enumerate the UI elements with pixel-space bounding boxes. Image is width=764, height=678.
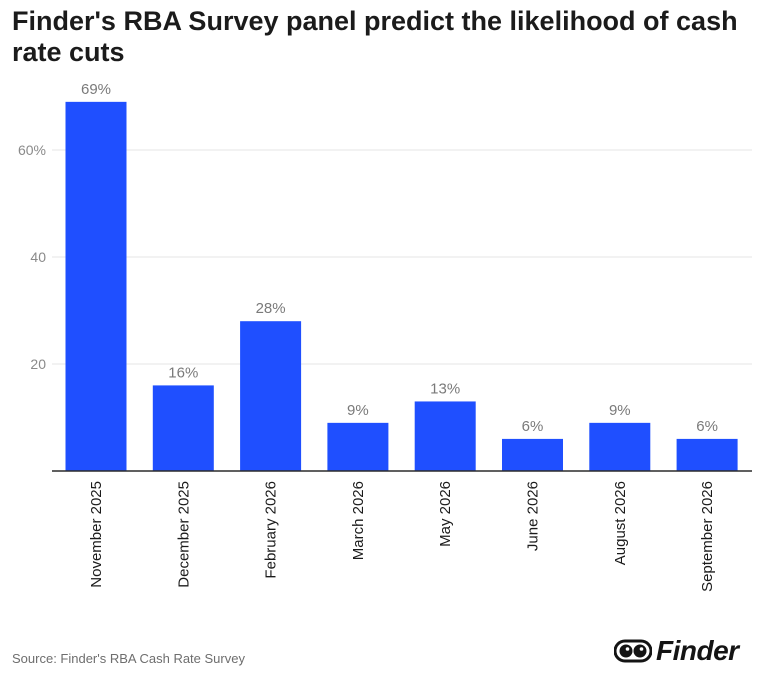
bar — [65, 101, 127, 471]
y-tick-label: 60% — [18, 142, 46, 158]
data-label: 9% — [347, 402, 369, 419]
data-label: 6% — [696, 418, 718, 435]
x-tick-label: September 2026 — [699, 481, 716, 592]
x-tick-label: May 2026 — [437, 481, 454, 547]
bar — [414, 401, 476, 471]
x-tick-label: February 2026 — [263, 481, 280, 579]
x-tick-label: August 2026 — [612, 481, 629, 565]
x-tick-label: June 2026 — [525, 481, 542, 551]
gridlines — [52, 149, 752, 365]
x-tick-label: December 2025 — [175, 481, 192, 588]
eyes-icon — [614, 639, 652, 663]
x-tick-label: November 2025 — [88, 481, 105, 588]
bar — [676, 438, 738, 471]
y-tick-label: 20 — [30, 356, 46, 372]
bar — [240, 321, 302, 471]
data-label: 13% — [430, 380, 460, 397]
y-axis-ticks: 20 40 60% — [18, 142, 46, 372]
bar — [502, 438, 563, 471]
data-label: 6% — [522, 418, 544, 435]
bars — [65, 101, 738, 471]
source-note: Source: Finder's RBA Cash Rate Survey — [12, 651, 245, 666]
logo-wordmark: Finder — [656, 635, 739, 666]
y-tick-label: 40 — [30, 249, 46, 265]
data-labels: 69% 16% 28% 9% 13% 6% 9% 6% — [81, 81, 718, 435]
bar — [327, 422, 389, 471]
x-axis-ticks: November 2025 December 2025 February 2026 M… — [88, 481, 716, 592]
x-tick-label: March 2026 — [350, 481, 367, 560]
data-label: 69% — [81, 81, 111, 98]
finder-logo: Finder — [614, 634, 739, 668]
chart-title: Finder's RBA Survey panel predict the li… — [12, 6, 738, 67]
data-label: 28% — [256, 300, 286, 317]
bar — [152, 385, 214, 471]
data-label: 16% — [168, 364, 198, 381]
data-label: 9% — [609, 402, 631, 419]
bar — [589, 422, 651, 471]
